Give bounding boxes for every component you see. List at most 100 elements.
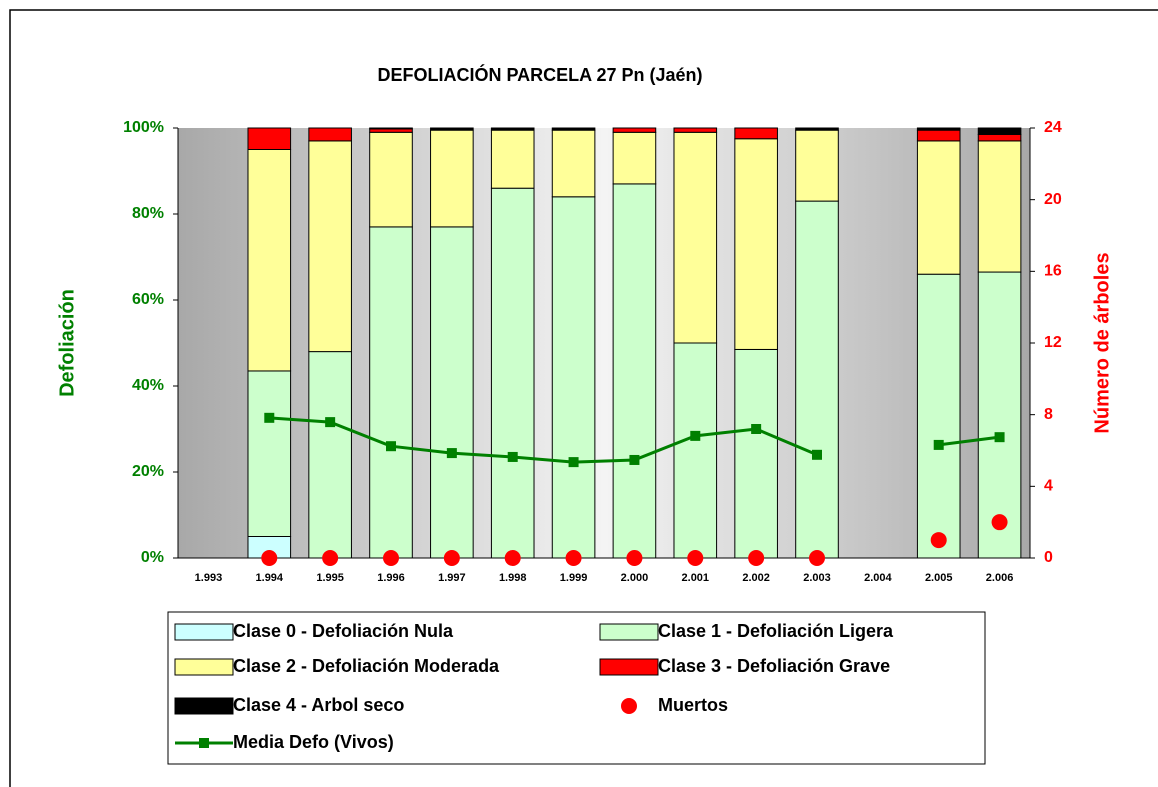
line-marker: [446, 448, 457, 459]
bar-segment: [247, 370, 292, 538]
bar-segment: [308, 127, 352, 142]
legend-swatch: [174, 697, 234, 715]
x-tick-label: 1.997: [438, 572, 466, 584]
x-tick-label: 2.000: [621, 572, 649, 584]
point: [809, 550, 825, 566]
line-marker: [386, 441, 396, 452]
point: [991, 514, 1008, 531]
bar-segment: [247, 149, 292, 372]
legend-label: Clase 2 - Defoliación Moderada: [233, 656, 500, 676]
y-axis-label: Defoliación: [56, 289, 78, 397]
bar-segment: [673, 342, 718, 559]
bar-segment: [551, 196, 596, 559]
x-tick-label: 2.004: [864, 572, 892, 584]
bar-segment: [612, 127, 657, 133]
bar-segment: [247, 127, 292, 150]
bar-segment: [916, 127, 961, 131]
bar-segment: [490, 187, 535, 559]
line-marker: [568, 457, 579, 468]
bar-segment: [734, 138, 778, 350]
bar-segment: [795, 129, 839, 202]
legend-label: Clase 1 - Defoliación Ligera: [658, 621, 894, 641]
bar-segment: [916, 140, 961, 275]
bar-segment: [673, 127, 718, 133]
bar-segment: [369, 131, 413, 228]
x-tick-label: 1.999: [560, 572, 588, 584]
bar-segment: [551, 129, 596, 198]
y-tick-label: 60%: [132, 291, 164, 308]
bar-segment: [977, 133, 1022, 142]
x-tick-label: 2.002: [742, 572, 770, 584]
bar-segment: [977, 140, 1022, 273]
x-tick-label: 2.006: [986, 572, 1014, 584]
legend-swatch: [621, 698, 637, 714]
x-tick-label: 2.003: [803, 572, 831, 584]
line: [938, 435, 1000, 447]
legend-label: Clase 0 - Defoliación Nula: [233, 621, 454, 641]
legend-label: Clase 3 - Defoliación Grave: [658, 656, 890, 676]
y2-tick-label: 4: [1044, 478, 1053, 495]
bar-segment: [490, 127, 535, 131]
x-tick-label: 2.005: [925, 572, 953, 584]
y2-axis-label: Número de árboles: [1091, 252, 1113, 433]
legend-swatch: [599, 658, 659, 676]
bar-segment: [734, 127, 778, 140]
point: [687, 550, 704, 566]
line-marker: [690, 430, 701, 441]
x-tick-label: 1.996: [377, 572, 405, 584]
point: [565, 550, 582, 566]
plot-area: [178, 128, 1030, 558]
line-marker: [325, 417, 336, 428]
chart-title: DEFOLIACIÓN PARCELA 27 Pn (Jaén): [377, 64, 702, 85]
bar-segment: [430, 127, 474, 131]
y-tick-label: 40%: [132, 377, 164, 394]
bar-segment: [430, 129, 474, 228]
bar-segment: [612, 131, 657, 185]
bar-segment: [612, 183, 657, 559]
legend-swatch: [599, 623, 659, 641]
line-marker: [933, 439, 944, 450]
bar-segment: [673, 131, 718, 344]
line-marker: [994, 432, 1005, 443]
x-tick-label: 1.995: [316, 572, 344, 584]
legend-swatch: [174, 658, 234, 676]
bar-segment: [369, 128, 413, 133]
point: [930, 532, 947, 549]
line-marker: [264, 412, 275, 423]
bar-segment: [977, 271, 1022, 559]
bar-segment: [308, 351, 352, 559]
line-marker: [629, 454, 640, 465]
legend-swatch: [199, 738, 209, 748]
line-marker: [751, 424, 762, 434]
point: [748, 550, 765, 566]
y2-tick-label: 12: [1044, 334, 1062, 351]
x-tick-label: 1.993: [195, 572, 223, 584]
point: [383, 550, 399, 566]
bar-segment: [795, 200, 839, 559]
legend-label: Muertos: [658, 695, 728, 715]
chart-border: [9, 9, 1158, 787]
bar-segment: [308, 140, 352, 353]
legend-label: Media Defo (Vivos): [233, 732, 394, 752]
y2-tick-label: 20: [1044, 191, 1062, 208]
bar-segment: [430, 226, 474, 559]
bar-segment: [369, 226, 413, 559]
line: [269, 416, 818, 464]
y2-tick-label: 0: [1044, 549, 1053, 566]
line-marker: [812, 449, 822, 460]
bar-segment: [490, 129, 535, 189]
bar-segment: [916, 129, 961, 142]
y2-tick-label: 8: [1044, 406, 1053, 423]
y-tick-label: 80%: [132, 205, 164, 222]
bar-segment: [916, 273, 961, 559]
bar-segment: [977, 127, 1022, 135]
bar-segment: [551, 127, 596, 131]
point: [322, 550, 339, 566]
y2-tick-label: 24: [1044, 119, 1062, 136]
point: [504, 550, 521, 566]
y-tick-label: 20%: [132, 463, 164, 480]
bar-segment: [369, 127, 413, 130]
legend-box: [167, 611, 986, 765]
point: [626, 550, 643, 566]
